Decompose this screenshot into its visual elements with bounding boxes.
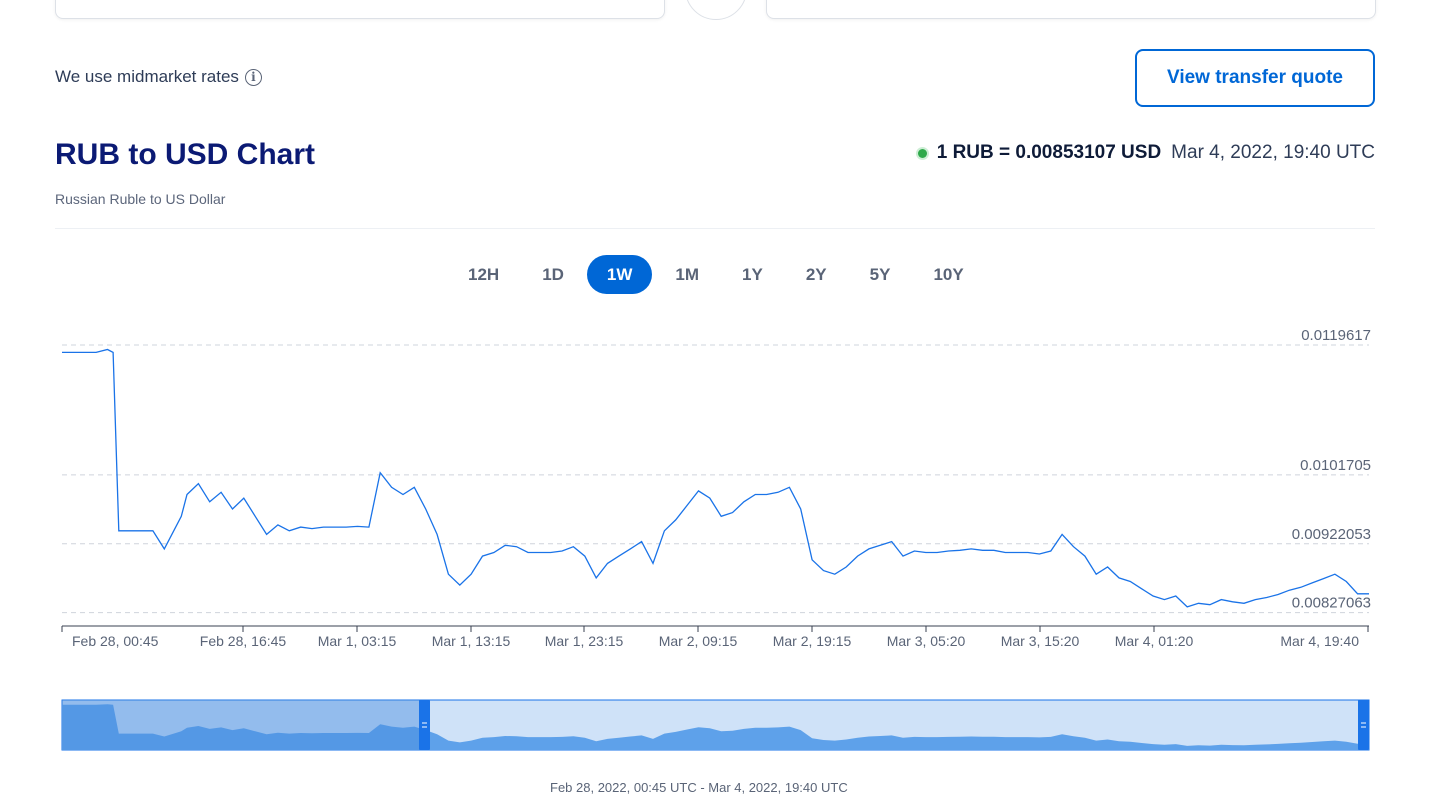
x-tick-label: Mar 4, 01:20 <box>1115 633 1194 649</box>
tab-1y[interactable]: 1Y <box>722 255 783 294</box>
tab-1w[interactable]: 1W <box>586 255 653 294</box>
x-tick-label: Mar 4, 19:40 <box>1280 633 1359 649</box>
chart-title: RUB to USD Chart <box>55 138 315 171</box>
y-tick-label: 0.00922053 <box>1292 526 1371 543</box>
divider <box>55 228 1375 229</box>
tab-2y[interactable]: 2Y <box>786 255 847 294</box>
navigator-mask <box>62 700 422 750</box>
x-tick-label: Mar 1, 03:15 <box>318 633 397 649</box>
tab-12h[interactable]: 12H <box>448 255 519 294</box>
tab-1d[interactable]: 1D <box>522 255 584 294</box>
x-tick-label: Feb 28, 16:45 <box>200 633 287 649</box>
rate-value: 1 RUB = 0.00853107 USD <box>936 142 1162 163</box>
midmarket-text: We use midmarket rates <box>55 67 239 86</box>
x-tick-label: Mar 3, 05:20 <box>887 633 966 649</box>
rate-timestamp: Mar 4, 2022, 19:40 UTC <box>1171 142 1375 163</box>
live-indicator-icon <box>917 148 927 158</box>
tab-5y[interactable]: 5Y <box>850 255 911 294</box>
tab-1m[interactable]: 1M <box>655 255 719 294</box>
tab-10y[interactable]: 10Y <box>913 255 983 294</box>
x-tick-label: Feb 28, 00:45 <box>72 633 159 649</box>
y-tick-label: 0.0119617 <box>1301 327 1371 344</box>
info-icon[interactable]: i <box>244 68 262 86</box>
x-tick-label: Mar 2, 09:15 <box>659 633 738 649</box>
x-tick-label: Mar 1, 23:15 <box>545 633 624 649</box>
y-tick-label: 0.00827063 <box>1292 595 1371 612</box>
midmarket-note: We use midmarket rates i <box>55 67 262 87</box>
navigator-area <box>62 704 1369 750</box>
navigator-right-handle[interactable] <box>1358 700 1369 750</box>
x-tick-label: Mar 3, 15:20 <box>1001 633 1080 649</box>
view-transfer-quote-button[interactable]: View transfer quote <box>1135 49 1375 107</box>
navigator-left-handle[interactable] <box>419 700 430 750</box>
chart-subtitle: Russian Ruble to US Dollar <box>55 191 226 207</box>
current-rate: 1 RUB = 0.00853107 USD Mar 4, 2022, 19:4… <box>917 142 1375 164</box>
time-range-tabs: 12H 1D 1W 1M 1Y 2Y 5Y 10Y <box>448 255 987 294</box>
from-amount-card[interactable] <box>55 0 665 19</box>
x-tick-label: Mar 1, 13:15 <box>432 633 511 649</box>
series-line <box>62 348 1369 608</box>
to-amount-card[interactable] <box>766 0 1376 19</box>
x-tick-label: Mar 2, 19:15 <box>773 633 852 649</box>
y-tick-label: 0.0101705 <box>1300 457 1371 474</box>
